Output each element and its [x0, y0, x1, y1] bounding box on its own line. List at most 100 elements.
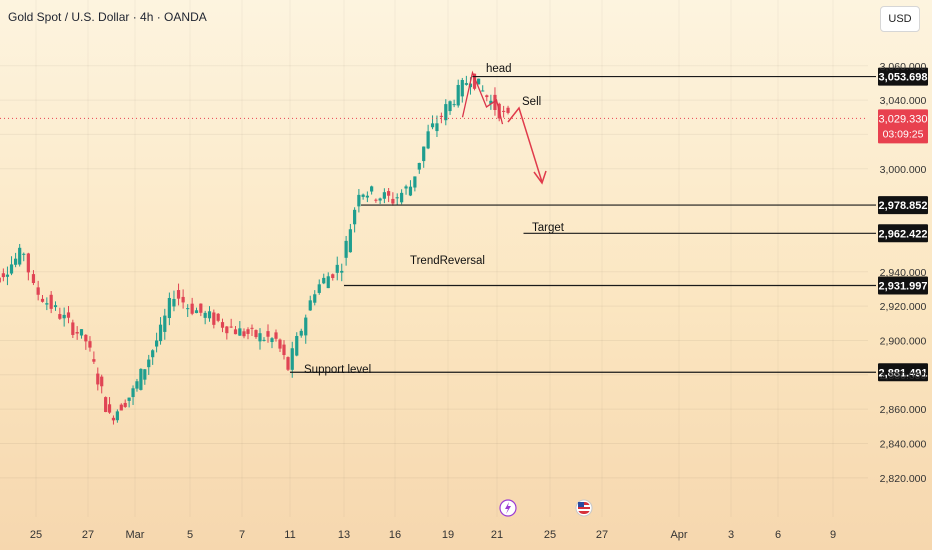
- candle[interactable]: [313, 294, 317, 303]
- candle[interactable]: [190, 303, 194, 314]
- candle[interactable]: [155, 340, 159, 347]
- candle[interactable]: [36, 287, 40, 295]
- candle[interactable]: [295, 335, 299, 356]
- candle[interactable]: [361, 194, 365, 197]
- candle[interactable]: [382, 192, 386, 199]
- candle[interactable]: [123, 402, 127, 407]
- candle[interactable]: [408, 186, 413, 196]
- candle[interactable]: [233, 329, 238, 335]
- candle[interactable]: [400, 192, 404, 203]
- candle[interactable]: [58, 314, 62, 319]
- candle[interactable]: [456, 84, 460, 106]
- candle[interactable]: [464, 83, 468, 85]
- candle[interactable]: [344, 240, 348, 258]
- candle[interactable]: [477, 78, 481, 85]
- candle[interactable]: [66, 312, 71, 318]
- candle[interactable]: [317, 284, 321, 293]
- candle[interactable]: [246, 329, 250, 334]
- candle[interactable]: [417, 162, 421, 170]
- candle[interactable]: [172, 298, 176, 307]
- candle[interactable]: [262, 339, 266, 341]
- candle[interactable]: [71, 322, 75, 335]
- candle[interactable]: [229, 326, 233, 328]
- candle[interactable]: [186, 308, 190, 310]
- candle[interactable]: [468, 83, 473, 88]
- candle[interactable]: [270, 338, 274, 343]
- candle[interactable]: [322, 277, 326, 284]
- candle[interactable]: [413, 176, 417, 188]
- candle[interactable]: [84, 334, 88, 342]
- candle[interactable]: [331, 274, 335, 278]
- candle[interactable]: [92, 359, 96, 362]
- candle[interactable]: [212, 312, 216, 325]
- candle[interactable]: [502, 110, 506, 112]
- candle[interactable]: [238, 328, 242, 336]
- candle[interactable]: [348, 229, 352, 253]
- candle[interactable]: [139, 368, 143, 390]
- candle[interactable]: [147, 359, 151, 368]
- candle[interactable]: [167, 297, 171, 319]
- candle[interactable]: [308, 300, 312, 311]
- candle[interactable]: [49, 294, 53, 309]
- candle[interactable]: [131, 388, 135, 398]
- candle[interactable]: [26, 253, 30, 273]
- candle[interactable]: [374, 199, 378, 201]
- candle[interactable]: [111, 417, 116, 421]
- candle[interactable]: [335, 264, 339, 273]
- candle[interactable]: [75, 331, 79, 334]
- candle[interactable]: [115, 411, 119, 421]
- candle[interactable]: [0, 277, 1, 283]
- currency-button[interactable]: USD: [880, 6, 920, 32]
- candle[interactable]: [452, 104, 456, 106]
- candle[interactable]: [143, 369, 147, 380]
- candle[interactable]: [506, 107, 510, 113]
- candle[interactable]: [220, 322, 225, 328]
- candle[interactable]: [448, 101, 452, 112]
- candle[interactable]: [199, 303, 203, 313]
- candle[interactable]: [79, 329, 84, 336]
- candle[interactable]: [45, 303, 49, 305]
- candle[interactable]: [422, 146, 426, 162]
- candle[interactable]: [9, 264, 14, 274]
- candle[interactable]: [194, 310, 199, 314]
- candle[interactable]: [274, 332, 278, 339]
- candle[interactable]: [266, 331, 270, 337]
- candle[interactable]: [53, 305, 58, 308]
- candle[interactable]: [481, 90, 485, 92]
- candle[interactable]: [258, 333, 262, 342]
- candle[interactable]: [370, 186, 374, 192]
- candle[interactable]: [365, 195, 369, 198]
- candle[interactable]: [119, 404, 123, 411]
- candle[interactable]: [163, 315, 167, 332]
- candle[interactable]: [472, 73, 477, 89]
- candle[interactable]: [430, 123, 435, 128]
- candle[interactable]: [31, 274, 36, 284]
- candle[interactable]: [158, 324, 163, 342]
- candle[interactable]: [127, 397, 131, 401]
- candle[interactable]: [5, 274, 10, 277]
- candle[interactable]: [439, 115, 443, 117]
- candle[interactable]: [242, 331, 246, 337]
- candle[interactable]: [435, 123, 439, 132]
- candle[interactable]: [326, 276, 330, 289]
- candle[interactable]: [216, 313, 220, 321]
- candle[interactable]: [353, 209, 357, 225]
- candle[interactable]: [340, 270, 344, 273]
- candle[interactable]: [203, 312, 207, 318]
- candle[interactable]: [40, 298, 45, 302]
- candle[interactable]: [290, 348, 294, 370]
- candle[interactable]: [489, 100, 493, 104]
- candle[interactable]: [104, 397, 108, 413]
- candle[interactable]: [387, 191, 391, 196]
- candle[interactable]: [225, 326, 229, 334]
- candle[interactable]: [299, 330, 303, 336]
- candle[interactable]: [22, 253, 26, 255]
- candle[interactable]: [426, 131, 430, 149]
- candle[interactable]: [282, 344, 286, 356]
- candle[interactable]: [286, 357, 290, 370]
- candle[interactable]: [151, 350, 155, 358]
- candle[interactable]: [444, 104, 448, 121]
- candle[interactable]: [395, 197, 399, 199]
- candle[interactable]: [207, 311, 212, 319]
